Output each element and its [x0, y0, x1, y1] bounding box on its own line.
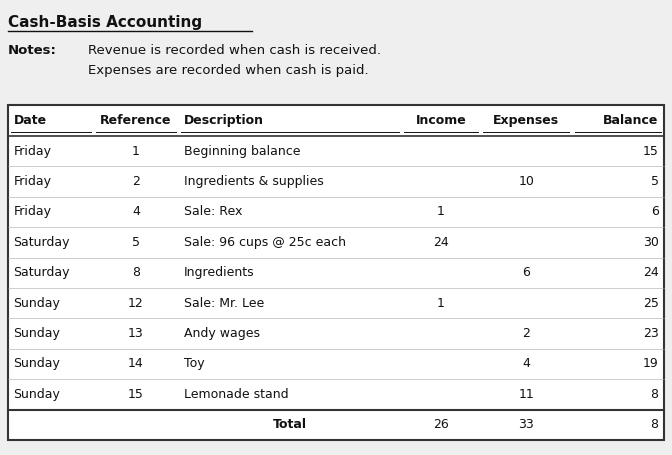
Text: 2: 2	[522, 327, 530, 340]
Text: Sunday: Sunday	[13, 358, 60, 370]
Text: Sale: Mr. Lee: Sale: Mr. Lee	[184, 297, 264, 310]
Text: 15: 15	[642, 145, 659, 157]
Text: 13: 13	[128, 327, 144, 340]
Text: Income: Income	[415, 114, 466, 127]
Text: Date: Date	[13, 114, 46, 127]
Text: 8: 8	[650, 418, 659, 431]
Text: Ingredients & supplies: Ingredients & supplies	[184, 175, 324, 188]
Text: Expenses: Expenses	[493, 114, 559, 127]
Text: 10: 10	[518, 175, 534, 188]
Text: 12: 12	[128, 297, 144, 310]
Text: 11: 11	[518, 388, 534, 401]
Text: Sale: Rex: Sale: Rex	[184, 205, 243, 218]
Text: Friday: Friday	[13, 205, 52, 218]
Text: Friday: Friday	[13, 145, 52, 157]
Text: 23: 23	[643, 327, 659, 340]
Text: Beginning balance: Beginning balance	[184, 145, 300, 157]
Text: 6: 6	[522, 266, 530, 279]
Text: 33: 33	[518, 418, 534, 431]
Text: 1: 1	[437, 297, 445, 310]
Text: 6: 6	[650, 205, 659, 218]
Text: 25: 25	[642, 297, 659, 310]
Text: Toy: Toy	[184, 358, 204, 370]
Text: Expenses are recorded when cash is paid.: Expenses are recorded when cash is paid.	[89, 64, 369, 77]
Text: Balance: Balance	[603, 114, 659, 127]
Text: 26: 26	[433, 418, 449, 431]
Text: Saturday: Saturday	[13, 236, 70, 249]
Text: Ingredients: Ingredients	[184, 266, 255, 279]
Text: Total: Total	[273, 418, 307, 431]
Text: 2: 2	[132, 175, 140, 188]
Text: Lemonade stand: Lemonade stand	[184, 388, 288, 401]
Text: 24: 24	[643, 266, 659, 279]
Text: 4: 4	[132, 205, 140, 218]
Text: 4: 4	[522, 358, 530, 370]
Text: Saturday: Saturday	[13, 266, 70, 279]
Text: 5: 5	[650, 175, 659, 188]
Text: Sunday: Sunday	[13, 388, 60, 401]
Text: Friday: Friday	[13, 175, 52, 188]
Text: 1: 1	[437, 205, 445, 218]
Text: 8: 8	[132, 266, 140, 279]
Text: Description: Description	[184, 114, 264, 127]
Text: 19: 19	[643, 358, 659, 370]
Text: 24: 24	[433, 236, 449, 249]
Text: 30: 30	[642, 236, 659, 249]
Text: Reference: Reference	[100, 114, 172, 127]
Text: Cash-Basis Accounting: Cash-Basis Accounting	[8, 15, 202, 30]
Text: 8: 8	[650, 388, 659, 401]
Text: 14: 14	[128, 358, 144, 370]
Text: Andy wages: Andy wages	[184, 327, 260, 340]
Text: Sale: 96 cups @ 25c each: Sale: 96 cups @ 25c each	[184, 236, 346, 249]
Text: Sunday: Sunday	[13, 297, 60, 310]
Text: Sunday: Sunday	[13, 327, 60, 340]
Text: 1: 1	[132, 145, 140, 157]
Text: Notes:: Notes:	[8, 44, 57, 57]
Text: Revenue is recorded when cash is received.: Revenue is recorded when cash is receive…	[89, 44, 382, 57]
Text: 15: 15	[128, 388, 144, 401]
Text: 5: 5	[132, 236, 140, 249]
